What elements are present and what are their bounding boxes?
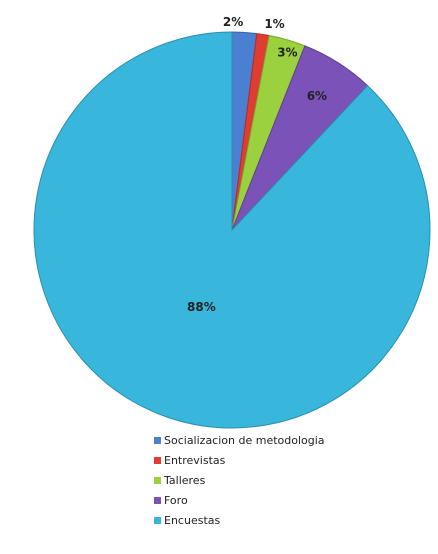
percent-label-2: 3% — [277, 46, 297, 60]
legend-swatch-1 — [154, 457, 161, 464]
pie-slice-encuestas — [33, 31, 431, 429]
legend: Socializacion de metodologia Entrevistas T… — [154, 434, 325, 527]
percent-label-1: 1% — [264, 17, 284, 31]
legend-swatch-2 — [154, 477, 161, 484]
percent-label-4: 88% — [187, 300, 216, 314]
percent-labels: 2% 1% 3% 6% 88% — [187, 15, 327, 314]
percent-label-0: 2% — [223, 15, 243, 29]
legend-swatch-3 — [154, 497, 161, 504]
legend-label-2: Talleres — [163, 474, 206, 487]
legend-label-0: Socializacion de metodologia — [164, 434, 325, 447]
legend-label-1: Entrevistas — [164, 454, 226, 467]
legend-swatch-0 — [154, 437, 161, 444]
pie-slices — [33, 31, 431, 429]
percent-label-3: 6% — [307, 89, 327, 103]
legend-swatch-4 — [154, 517, 161, 524]
legend-label-3: Foro — [164, 494, 188, 507]
legend-label-4: Encuestas — [164, 514, 220, 527]
